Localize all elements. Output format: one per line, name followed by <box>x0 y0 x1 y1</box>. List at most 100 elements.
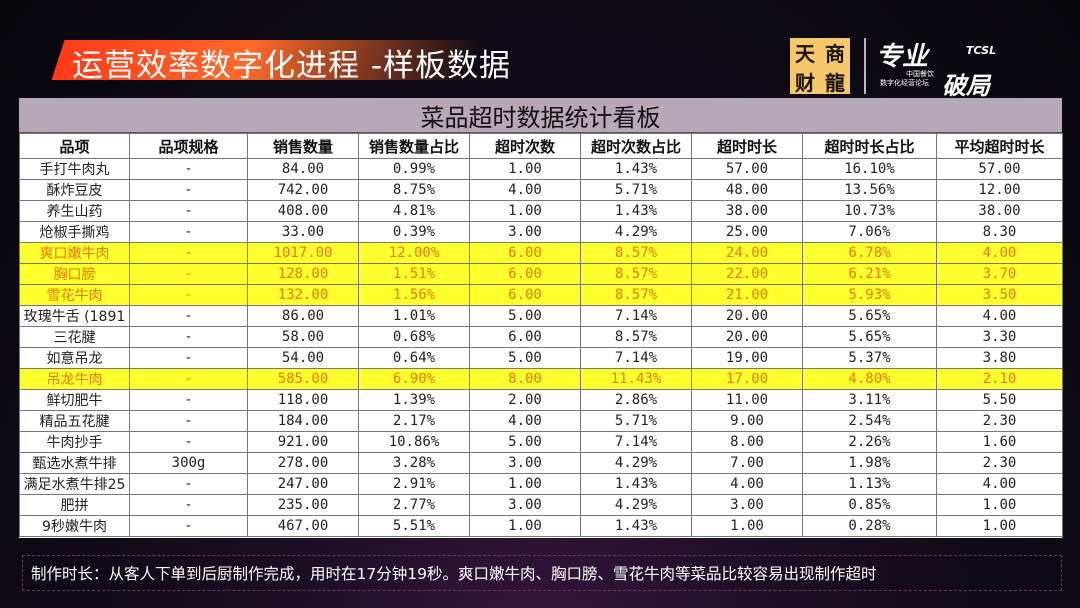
table-cell: 467.00 <box>247 515 359 537</box>
table-cell: 1.98% <box>802 452 937 474</box>
logo-char: 商 <box>825 42 845 66</box>
dish-name-cell: 酥炸豆皮 <box>19 179 130 201</box>
table-row: 三花腱 -58.00 0.68% 6.00 8.57% 20.00 5.65% 3.30 <box>19 326 1063 348</box>
table-cell: - <box>129 473 248 495</box>
table-cell: 4.00 <box>469 179 581 201</box>
table-cell: 1.01% <box>358 305 470 327</box>
dish-timeout-board: 菜品超时数据统计看板 品项 品项规格 销售数量 销售数量占比 超时次数 超时次数… <box>19 98 1063 538</box>
table-row: 甄选水煮牛排 300g 278.00 3.28% 3.00 4.29% 7.00 1.98% 2… <box>19 452 1063 474</box>
table-cell: 12.00% <box>358 242 470 264</box>
table-cell: 0.68% <box>358 326 470 348</box>
table-row: 手打牛肉丸 -84.00 0.99% 1.00 1.43% 57.00 16.10% 57.0… <box>19 158 1063 180</box>
table-cell: 58.00 <box>247 326 359 348</box>
table-cell: 1.51% <box>358 263 470 285</box>
table-cell: 1.00 <box>469 200 581 222</box>
table-cell: 118.00 <box>247 389 359 411</box>
table-row: 9秒嫩牛肉 -467.00 5.51% 1.00 1.43% 1.00 0.28% 1.00 <box>19 515 1063 537</box>
logo-char: 天 <box>795 42 815 66</box>
table-cell: 7.14% <box>580 347 692 369</box>
footer-note: 制作时长：从客人下单到后厨制作完成，用时在17分钟19秒。爽口嫩牛肉、胸口膀、雪… <box>22 555 1062 591</box>
table-cell: - <box>129 515 248 537</box>
table-cell: 184.00 <box>247 410 359 432</box>
table-cell: 3.70 <box>936 263 1063 285</box>
table-cell: 19.00 <box>691 347 803 369</box>
table-cell: 1.43% <box>580 200 692 222</box>
table-cell: 6.00 <box>469 326 581 348</box>
table-row: 胸口膀 -128.00 1.51% 6.00 8.57% 22.00 6.21% 3.70 <box>19 263 1063 285</box>
table-cell: 5.51% <box>358 515 470 537</box>
table-cell: - <box>129 284 248 306</box>
table-cell: - <box>129 221 248 243</box>
table-cell: 13.56% <box>802 179 937 201</box>
table-cell: 5.65% <box>802 326 937 348</box>
table-row: 精品五花腱 -184.00 2.17% 4.00 5.71% 9.00 2.54% 2.30 <box>19 410 1063 432</box>
table-cell: - <box>129 200 248 222</box>
table-cell: 408.00 <box>247 200 359 222</box>
table-row: 养生山药 -408.00 4.81% 1.00 1.43% 38.00 10.73% 38.0… <box>19 200 1063 222</box>
table-cell: - <box>129 305 248 327</box>
table-cell: 235.00 <box>247 494 359 516</box>
table-row: 满足水煮牛排25-247.00 2.91% 1.00 1.43% 4.00 1.13% 4.… <box>19 473 1063 495</box>
table-cell: 2.26% <box>802 431 937 453</box>
table-cell: 1.00 <box>469 158 581 180</box>
table-cell: 9.00 <box>691 410 803 432</box>
table-cell: 2.77% <box>358 494 470 516</box>
table-cell: 2.17% <box>358 410 470 432</box>
table-cell: 128.00 <box>247 263 359 285</box>
dish-name-cell: 三花腱 <box>19 326 130 348</box>
table-cell: 11.00 <box>691 389 803 411</box>
table-cell: 1.00 <box>469 473 581 495</box>
table-cell: 3.50 <box>936 284 1063 306</box>
table-row: 炝椒手撕鸡 -33.00 0.39% 3.00 4.29% 25.00 7.06% 8.30 <box>19 221 1063 243</box>
table-cell: - <box>129 263 248 285</box>
table-cell: 20.00 <box>691 326 803 348</box>
table-cell: 1.43% <box>580 473 692 495</box>
table-cell: 2.00 <box>469 389 581 411</box>
table-row: 玫瑰牛舌 (1891-86.00 1.01% 5.00 7.14% 20.00 5.65%… <box>19 305 1063 327</box>
table-cell: 8.57% <box>580 284 692 306</box>
table-cell: 8.00 <box>691 431 803 453</box>
table-cell: - <box>129 347 248 369</box>
table-cell: - <box>129 368 248 390</box>
table-cell: 0.28% <box>802 515 937 537</box>
dish-name-cell: 如意吊龙 <box>19 347 130 369</box>
forum-logo: 专业 TCSL 中国餐饮 数字化经营论坛 破局 <box>876 36 1026 100</box>
table-cell: 84.00 <box>247 158 359 180</box>
table-cell: 8.57% <box>580 242 692 264</box>
table-cell: 3.00 <box>469 452 581 474</box>
table-row: 吊龙牛肉 -585.00 6.90% 8.00 11.43% 17.00 4.80% 2.10 <box>19 368 1063 390</box>
table-cell: 21.00 <box>691 284 803 306</box>
table-cell: 8.57% <box>580 326 692 348</box>
table-cell: 6.00 <box>469 242 581 264</box>
table-cell: 0.99% <box>358 158 470 180</box>
column-header: 超时时长 <box>691 133 803 159</box>
board-title: 菜品超时数据统计看板 <box>19 98 1062 133</box>
table-cell: 57.00 <box>936 158 1063 180</box>
table-cell: - <box>129 242 248 264</box>
table-cell: 86.00 <box>247 305 359 327</box>
dish-name-cell: 9秒嫩牛肉 <box>19 515 130 537</box>
logo-divider <box>864 38 866 94</box>
table-cell: 12.00 <box>936 179 1063 201</box>
table-cell: 4.00 <box>469 410 581 432</box>
table-cell: 921.00 <box>247 431 359 453</box>
table-cell: 57.00 <box>691 158 803 180</box>
table-cell: 1.00 <box>469 515 581 537</box>
table-cell: 1.00 <box>691 515 803 537</box>
table-cell: 5.50 <box>936 389 1063 411</box>
column-header: 品项 <box>19 133 130 159</box>
dish-name-cell: 肥拼 <box>19 494 130 516</box>
table-cell: 1.56% <box>358 284 470 306</box>
table-cell: 5.00 <box>469 347 581 369</box>
table-cell: 4.29% <box>580 494 692 516</box>
table-cell: 2.86% <box>580 389 692 411</box>
table-cell: 247.00 <box>247 473 359 495</box>
table-cell: 6.00 <box>469 263 581 285</box>
table-cell: - <box>129 494 248 516</box>
dish-name-cell: 玫瑰牛舌 (1891 <box>19 305 130 327</box>
table-cell: 4.00 <box>936 473 1063 495</box>
table-row: 鲜切肥牛 -118.00 1.39% 2.00 2.86% 11.00 3.11% 5.50 <box>19 389 1063 411</box>
table-cell: 5.71% <box>580 410 692 432</box>
table-cell: 10.86% <box>358 431 470 453</box>
table-cell: 3.00 <box>691 494 803 516</box>
